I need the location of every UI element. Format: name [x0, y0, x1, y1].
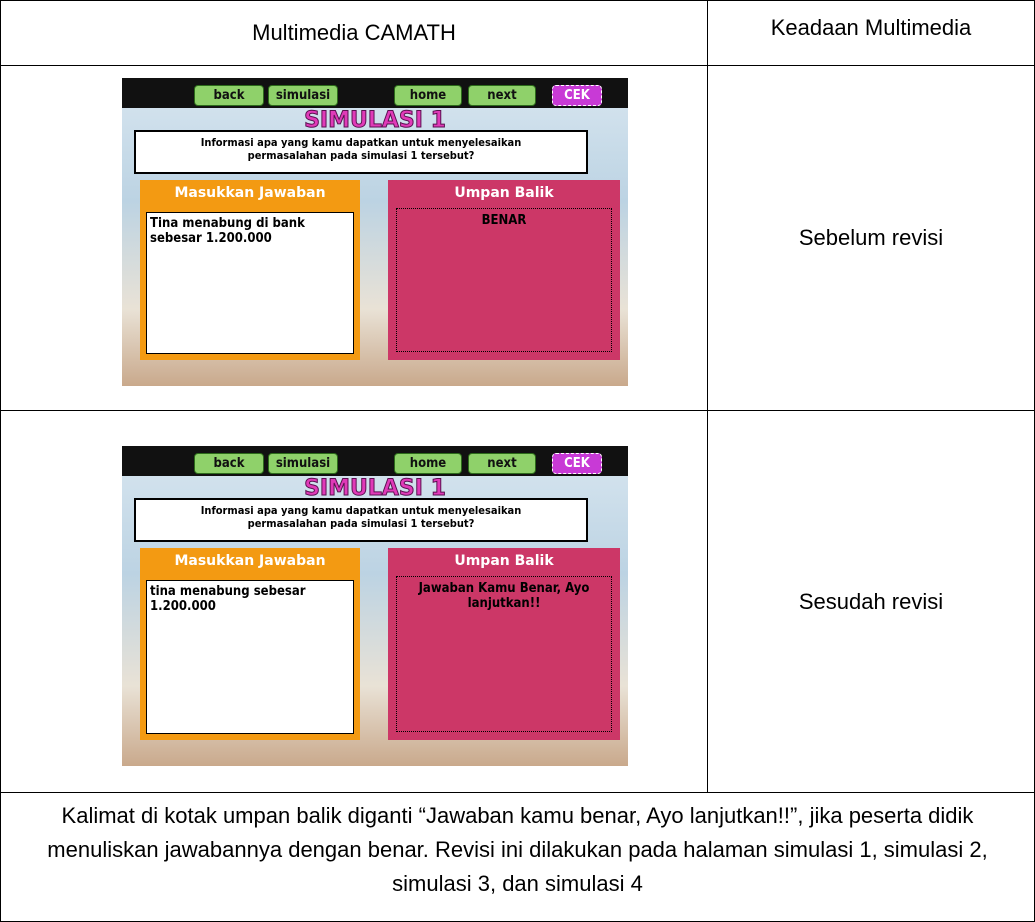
nav-button[interactable]: simulasi	[268, 85, 338, 106]
nav-button[interactable]: next	[468, 85, 536, 106]
answer-panel: Masukkan Jawaban tina menabung sebesar 1.…	[140, 548, 360, 740]
nav-button[interactable]: CEK	[552, 85, 602, 106]
note-text: Kalimat di kotak umpan balik diganti “Ja…	[47, 803, 988, 896]
answer-box: Tina menabung di bank sebesar 1.200.000	[146, 212, 354, 354]
nav-button[interactable]: simulasi	[268, 453, 338, 474]
screen-title: SIMULASI 1	[304, 108, 447, 134]
state-text: Sebelum revisi	[798, 225, 944, 250]
state-text: Sesudah revisi	[798, 588, 944, 614]
answer-box: tina menabung sebesar 1.200.000	[146, 580, 354, 734]
feedback-panel: Umpan Balik BENAR	[388, 180, 620, 360]
answer-panel: Masukkan Jawaban Tina menabung di bank se…	[140, 180, 360, 360]
header-cell: Keadaan Multimedia	[707, 0, 1035, 66]
screenshot: back simulasi home next CEK SIMULASI 1 Informa…	[122, 78, 628, 386]
feedback-label: Umpan Balik	[454, 553, 554, 569]
note-cell: Kalimat di kotak umpan balik diganti “Ja…	[0, 792, 1035, 922]
question: Informasi apa yang kamu dapatkan untuk m…	[134, 498, 588, 542]
answer-label: Masukkan Jawaban	[174, 553, 326, 569]
header-text: Keadaan Multimedia	[770, 15, 972, 40]
feedback-panel: Umpan Balik Jawaban Kamu Benar, Ayo lanju…	[388, 548, 620, 740]
nav-button[interactable]: CEK	[552, 453, 602, 474]
screenshot: back simulasi home next CEK SIMULASI 1 Informa…	[122, 446, 628, 766]
nav-button[interactable]: home	[394, 85, 462, 106]
feedback-box: Jawaban Kamu Benar, Ayo lanjutkan!!	[396, 576, 612, 732]
question: Informasi apa yang kamu dapatkan untuk m…	[134, 130, 588, 174]
header-text: Multimedia CAMATH	[252, 20, 456, 45]
answer-label: Masukkan Jawaban	[174, 185, 326, 201]
state-cell: Sesudah revisi	[707, 410, 1035, 793]
nav-button[interactable]: back	[194, 453, 264, 474]
screen-title: SIMULASI 1	[304, 476, 447, 502]
state-cell: Sebelum revisi	[707, 65, 1035, 411]
nav-button[interactable]: home	[394, 453, 462, 474]
nav-button[interactable]: next	[468, 453, 536, 474]
header-cell: Multimedia CAMATH	[0, 0, 708, 66]
feedback-box: BENAR	[396, 208, 612, 352]
feedback-label: Umpan Balik	[454, 185, 554, 201]
nav-button[interactable]: back	[194, 85, 264, 106]
